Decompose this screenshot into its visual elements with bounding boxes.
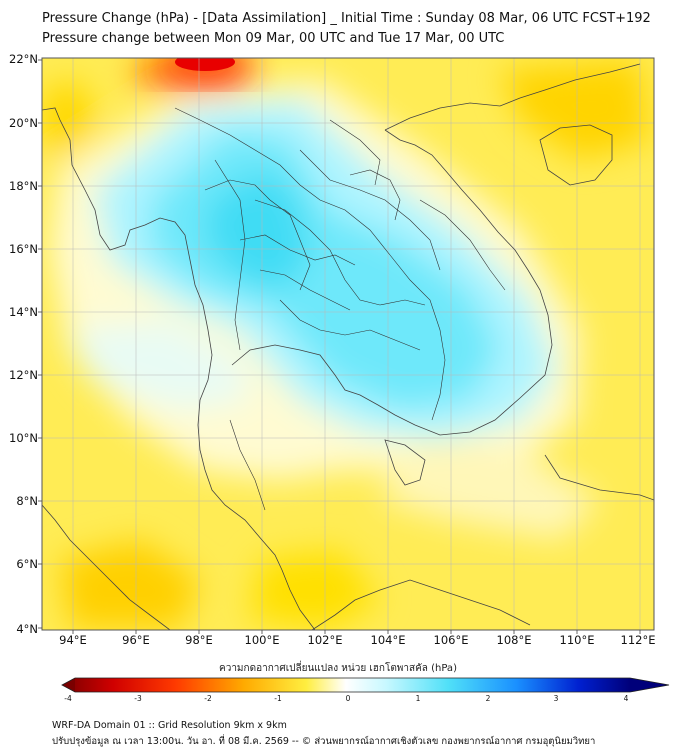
pressure-field: [42, 58, 654, 630]
map-subtitle: Pressure change between Mon 09 Mar, 00 U…: [42, 31, 505, 46]
colorbar-left-arrow: [62, 678, 630, 692]
lon-label-104e: 104°E: [370, 633, 406, 647]
footer-model-info: WRF-DA Domain 01 :: Grid Resolution 9km …: [52, 720, 287, 731]
axis-ticks: [38, 59, 641, 634]
lat-label-4n: 4°N: [16, 622, 38, 636]
lat-label-8n: 8°N: [16, 494, 38, 508]
colorbar-tick: 2: [485, 694, 491, 703]
lat-label-20n: 20°N: [9, 116, 38, 130]
lon-label-112e: 112°E: [620, 633, 656, 647]
lon-label-108e: 108°E: [496, 633, 532, 647]
colorbar-tick: -3: [134, 694, 142, 703]
lat-label-12n: 12°N: [9, 368, 38, 382]
lon-label-96e: 96°E: [122, 633, 150, 647]
lon-label-106e: 106°E: [433, 633, 469, 647]
colorbar-tick: 1: [415, 694, 421, 703]
lon-label-98e: 98°E: [185, 633, 213, 647]
lat-label-16n: 16°N: [9, 242, 38, 256]
map-title: Pressure Change (hPa) - [Data Assimilati…: [42, 11, 651, 26]
colorbar-tick: 3: [553, 694, 559, 703]
colorbar-tick: 4: [623, 694, 629, 703]
colorbar-tick: -4: [64, 694, 72, 703]
graticule: [42, 58, 654, 630]
lon-label-102e: 102°E: [307, 633, 343, 647]
lat-label-18n: 18°N: [9, 179, 38, 193]
colorbar-right-arrow: [630, 678, 669, 692]
lon-label-110e: 110°E: [559, 633, 595, 647]
lat-label-10n: 10°N: [9, 431, 38, 445]
colorbar-tick: 0: [345, 694, 351, 703]
lat-label-14n: 14°N: [9, 305, 38, 319]
colorbar-tick: -2: [204, 694, 212, 703]
borders: [174, 107, 506, 511]
coastlines: [42, 63, 654, 630]
colorbar-tick: -1: [274, 694, 282, 703]
lat-label-22n: 22°N: [9, 52, 38, 66]
lon-label-100e: 100°E: [244, 633, 280, 647]
colorbar-title: ความกดอากาศเปลี่ยนแปลง หน่วย เฮกโตพาสคัล…: [219, 663, 457, 674]
lat-label-6n: 6°N: [16, 557, 38, 571]
footer-credit: ปรับปรุงข้อมูล ณ เวลา 13:00น. วัน อา. ที…: [52, 736, 596, 747]
colorbar: [61, 677, 670, 693]
lon-label-94e: 94°E: [59, 633, 87, 647]
